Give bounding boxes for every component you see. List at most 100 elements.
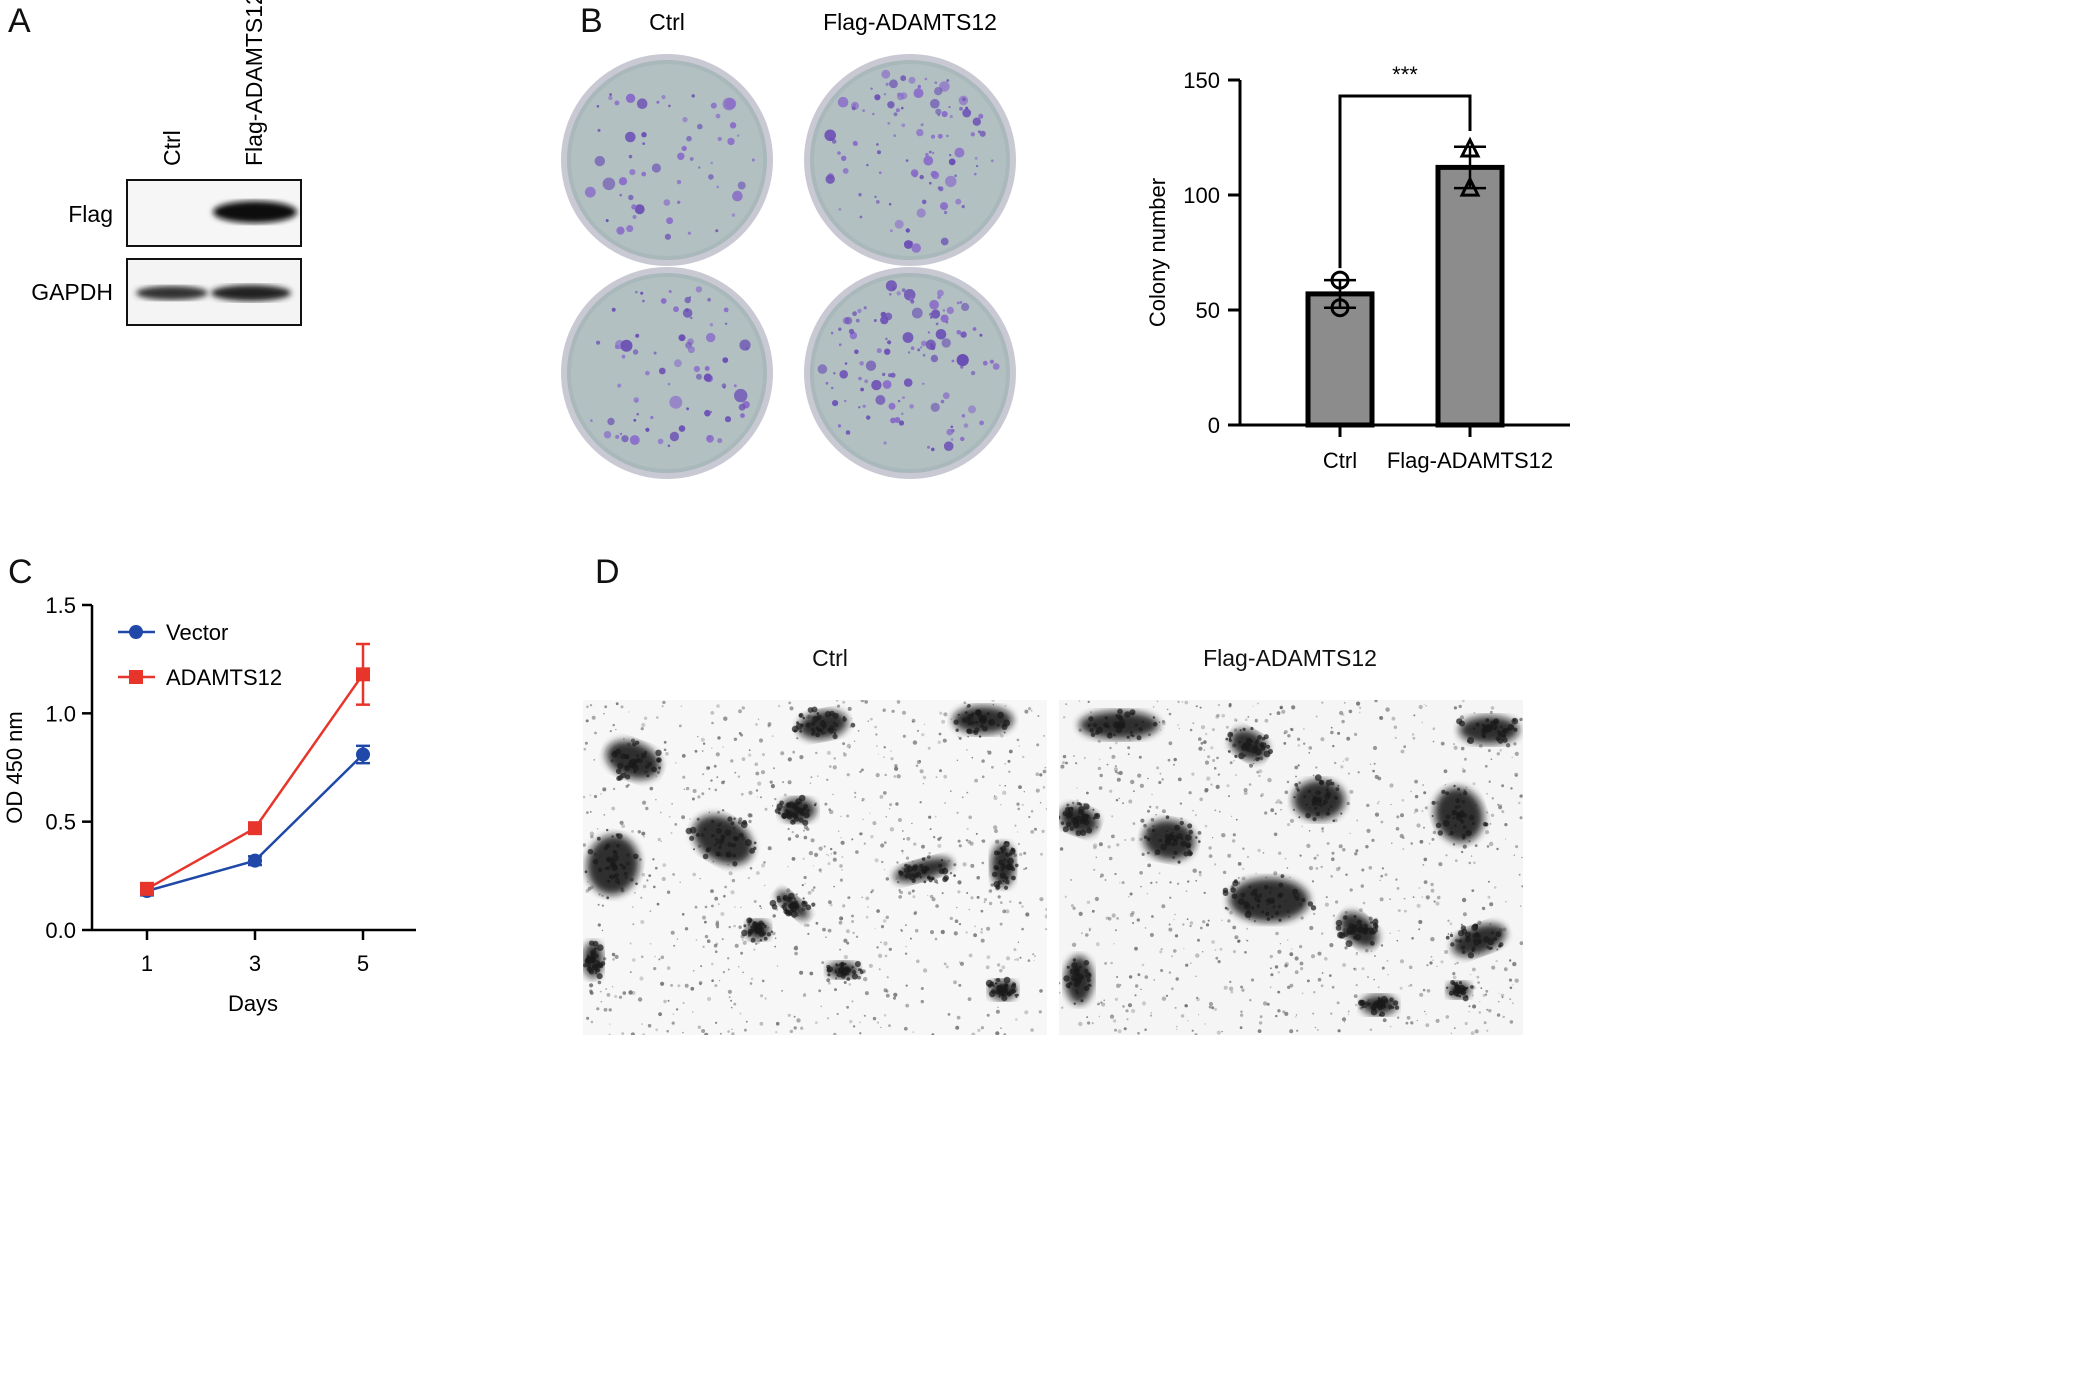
colony <box>956 354 969 367</box>
colony <box>979 333 983 337</box>
x-tick-label: Ctrl <box>1323 448 1357 473</box>
gapdh-band-flag <box>211 285 291 301</box>
colony <box>824 129 836 142</box>
colony <box>676 179 682 185</box>
colony <box>722 357 729 363</box>
colony <box>945 320 949 324</box>
colony <box>911 307 923 319</box>
colony <box>661 95 666 100</box>
colony <box>893 112 898 117</box>
colony <box>660 298 667 304</box>
colony <box>703 373 712 382</box>
colony <box>992 363 1000 370</box>
colony <box>733 384 737 388</box>
colony <box>664 233 671 240</box>
colony <box>901 288 906 293</box>
colony <box>640 291 644 295</box>
colony <box>917 348 921 352</box>
colony <box>689 157 694 161</box>
colony <box>883 441 887 445</box>
colony <box>634 204 645 215</box>
colony <box>706 332 716 343</box>
colony <box>894 219 904 229</box>
colony <box>698 166 701 169</box>
colony <box>949 153 952 157</box>
colony <box>874 195 877 199</box>
colony <box>887 122 891 125</box>
colony <box>866 163 869 167</box>
colony <box>940 202 948 211</box>
colony <box>859 361 864 366</box>
colony <box>970 370 976 376</box>
bar <box>1305 291 1375 428</box>
colony <box>695 286 703 293</box>
colony <box>633 418 637 422</box>
colony <box>597 128 601 132</box>
colony <box>873 319 877 322</box>
data-point <box>248 853 262 868</box>
colony <box>897 92 905 101</box>
colony <box>946 306 954 314</box>
colony <box>876 143 879 146</box>
colony <box>910 346 915 351</box>
colony <box>855 318 860 323</box>
colony <box>724 416 732 423</box>
colony <box>921 340 927 347</box>
colony <box>740 413 745 418</box>
colony <box>892 286 896 290</box>
colony <box>625 93 636 104</box>
x-axis-label: Days <box>228 991 278 1016</box>
colony <box>940 399 945 404</box>
colony <box>678 425 686 432</box>
colony <box>838 343 842 347</box>
colony-bar-chart: 0 50 100 150 Colony number Ctrl Flag-ADAMTS12 *… <box>1145 62 1570 473</box>
colony <box>710 102 717 109</box>
colony <box>858 376 862 381</box>
flag-blot-strip <box>126 179 302 247</box>
y-tick-label: 1.0 <box>45 701 76 726</box>
colony <box>924 77 928 81</box>
colony <box>946 428 954 436</box>
colony <box>635 333 640 338</box>
colony <box>949 115 953 119</box>
colony <box>669 395 683 409</box>
y-tick-label: 150 <box>1183 68 1220 93</box>
colony <box>690 316 693 320</box>
colony <box>641 132 647 138</box>
colony <box>930 402 940 412</box>
colony <box>885 337 888 341</box>
colony <box>901 123 906 128</box>
colony <box>928 312 932 316</box>
y-axis-label: OD 450 nm <box>2 711 27 824</box>
colony <box>851 106 856 111</box>
y-tick-label: 0.0 <box>45 918 76 943</box>
colony <box>923 155 934 166</box>
colony <box>927 331 931 334</box>
colony <box>890 417 896 424</box>
y-tick-label: 50 <box>1196 298 1220 323</box>
colony <box>685 308 689 312</box>
colony <box>925 152 929 157</box>
colony <box>619 432 623 436</box>
panel-b-letter: B <box>580 2 603 40</box>
colony <box>968 405 976 414</box>
colony <box>898 420 905 426</box>
colony <box>943 441 954 452</box>
colony <box>941 111 948 118</box>
colony <box>929 181 932 185</box>
colony <box>894 417 901 423</box>
colony <box>650 415 654 420</box>
colony <box>673 306 679 313</box>
colony <box>872 112 875 116</box>
colony <box>653 351 657 355</box>
colony <box>889 79 898 89</box>
colony <box>955 198 962 205</box>
colony <box>941 316 946 320</box>
colony <box>594 155 605 167</box>
colony <box>658 367 666 375</box>
colony <box>717 438 723 444</box>
transwell-images <box>583 700 1523 1035</box>
colony <box>930 345 936 351</box>
colony <box>845 430 851 435</box>
petri-dish <box>561 267 773 479</box>
